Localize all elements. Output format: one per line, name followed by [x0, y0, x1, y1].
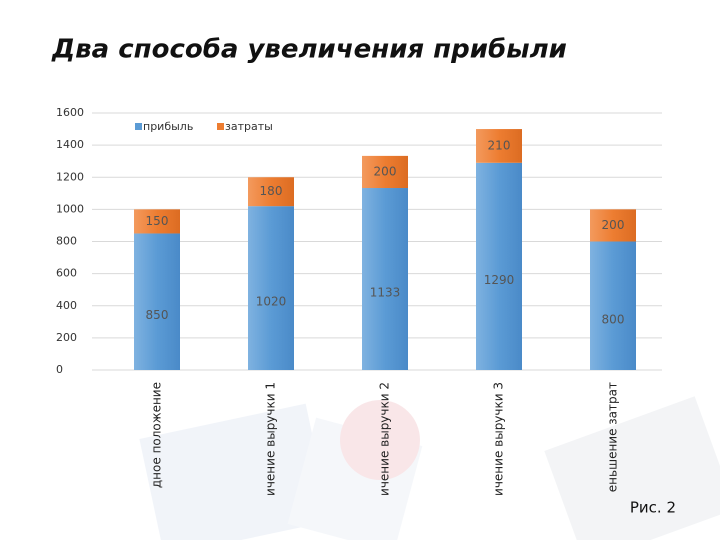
y-tick-label: 600 [56, 267, 77, 280]
value-label: 1290 [484, 273, 515, 287]
value-label: 1133 [370, 286, 401, 300]
y-tick-label: 200 [56, 331, 77, 344]
y-tick-label: 800 [56, 235, 77, 248]
slide-title: Два способа увеличения прибыли [51, 35, 567, 65]
bar-segment [476, 129, 522, 163]
caption: Рис. 2 [630, 499, 676, 517]
y-tick-label: 1200 [56, 170, 84, 183]
value-label: 200 [374, 164, 397, 178]
x-tick-label: ичение выручки 1 [264, 382, 278, 496]
legend-swatch [217, 123, 224, 130]
x-tick-label: еньшение затрат [606, 382, 620, 492]
legend-label: затраты [225, 120, 273, 133]
x-tick-label: ичение выручки 2 [378, 382, 392, 496]
value-label: 200 [602, 218, 625, 232]
value-label: 1020 [256, 295, 287, 309]
y-tick-label: 0 [56, 363, 63, 376]
x-tick-label: ичение выручки 3 [492, 382, 506, 496]
y-tick-label: 1600 [56, 106, 84, 119]
value-label: 150 [146, 214, 169, 228]
bar-segment [248, 177, 294, 207]
x-tick-label: дное положение [150, 382, 164, 488]
bar-segment [248, 206, 294, 370]
bar-segment [362, 188, 408, 370]
legend-swatch [135, 123, 142, 130]
bar-segment [590, 209, 636, 242]
value-label: 180 [260, 184, 283, 198]
y-tick-label: 400 [56, 299, 77, 312]
bar-segment [362, 155, 408, 189]
legend-label: прибыль [143, 120, 193, 133]
background-decoration [139, 396, 720, 540]
value-label: 800 [602, 312, 625, 326]
bar-segment [134, 233, 180, 370]
bar-segment [590, 241, 636, 370]
value-label: 850 [146, 308, 169, 322]
y-tick-label: 1000 [56, 202, 84, 215]
y-tick-label: 1400 [56, 138, 84, 151]
bar-segment [134, 209, 180, 234]
bar-segment [476, 162, 522, 370]
value-label: 210 [488, 138, 511, 152]
